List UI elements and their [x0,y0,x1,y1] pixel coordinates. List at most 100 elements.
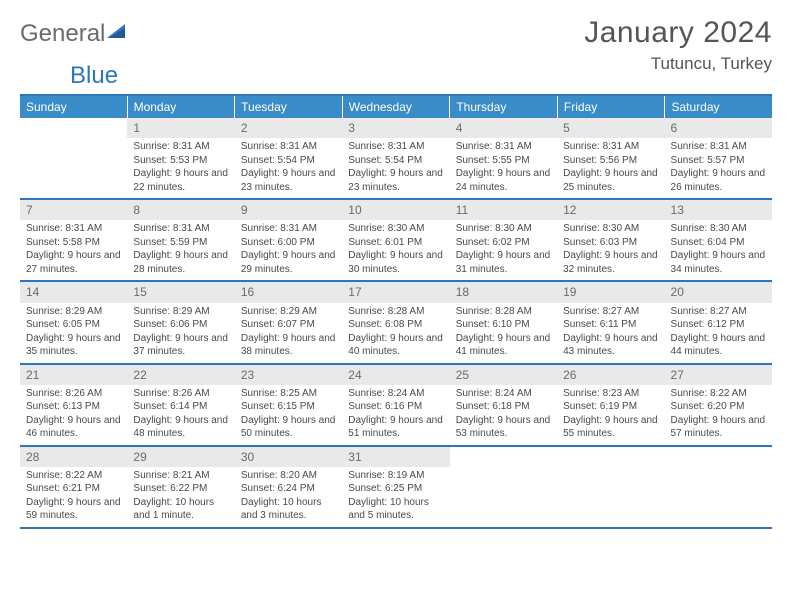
weekday-header: Friday [558,96,666,118]
day-body: Sunrise: 8:23 AMSunset: 6:19 PMDaylight:… [557,385,664,445]
daylight-text: Daylight: 9 hours and 57 minutes. [671,414,766,441]
weekday-header: Sunday [20,96,128,118]
day-cell: 22Sunrise: 8:26 AMSunset: 6:14 PMDayligh… [127,365,234,445]
sunset-text: Sunset: 5:58 PM [26,236,121,250]
day-body: Sunrise: 8:31 AMSunset: 5:57 PMDaylight:… [665,138,772,198]
sunrise-text: Sunrise: 8:30 AM [348,222,443,236]
sunrise-text: Sunrise: 8:21 AM [133,469,228,483]
weekday-header: Monday [128,96,236,118]
day-cell: 14Sunrise: 8:29 AMSunset: 6:05 PMDayligh… [20,282,127,362]
sunset-text: Sunset: 5:55 PM [456,154,551,168]
daylight-text: Daylight: 9 hours and 43 minutes. [563,332,658,359]
day-cell: 20Sunrise: 8:27 AMSunset: 6:12 PMDayligh… [665,282,772,362]
daylight-text: Daylight: 9 hours and 37 minutes. [133,332,228,359]
day-body: Sunrise: 8:25 AMSunset: 6:15 PMDaylight:… [235,385,342,445]
day-cell: 31Sunrise: 8:19 AMSunset: 6:25 PMDayligh… [342,447,449,527]
week-row: 1Sunrise: 8:31 AMSunset: 5:53 PMDaylight… [20,118,772,200]
day-cell: 2Sunrise: 8:31 AMSunset: 5:54 PMDaylight… [235,118,342,198]
day-number: 26 [557,365,664,385]
sunrise-text: Sunrise: 8:22 AM [26,469,121,483]
day-cell: 10Sunrise: 8:30 AMSunset: 6:01 PMDayligh… [342,200,449,280]
sunrise-text: Sunrise: 8:31 AM [241,222,336,236]
daylight-text: Daylight: 9 hours and 28 minutes. [133,249,228,276]
sunset-text: Sunset: 6:16 PM [348,400,443,414]
sunrise-text: Sunrise: 8:20 AM [241,469,336,483]
day-number: 8 [127,200,234,220]
day-cell: 26Sunrise: 8:23 AMSunset: 6:19 PMDayligh… [557,365,664,445]
day-cell: 7Sunrise: 8:31 AMSunset: 5:58 PMDaylight… [20,200,127,280]
day-number: 18 [450,282,557,302]
day-body: Sunrise: 8:28 AMSunset: 6:08 PMDaylight:… [342,303,449,363]
day-cell: 25Sunrise: 8:24 AMSunset: 6:18 PMDayligh… [450,365,557,445]
sunset-text: Sunset: 6:18 PM [456,400,551,414]
day-number: 1 [127,118,234,138]
sunrise-text: Sunrise: 8:29 AM [26,305,121,319]
day-number: 12 [557,200,664,220]
day-cell: 29Sunrise: 8:21 AMSunset: 6:22 PMDayligh… [127,447,234,527]
day-cell: 19Sunrise: 8:27 AMSunset: 6:11 PMDayligh… [557,282,664,362]
sunrise-text: Sunrise: 8:31 AM [563,140,658,154]
day-number: 9 [235,200,342,220]
day-number: 5 [557,118,664,138]
sunrise-text: Sunrise: 8:29 AM [133,305,228,319]
sunrise-text: Sunrise: 8:26 AM [133,387,228,401]
day-body: Sunrise: 8:31 AMSunset: 5:53 PMDaylight:… [127,138,234,198]
day-cell: 21Sunrise: 8:26 AMSunset: 6:13 PMDayligh… [20,365,127,445]
day-number: 23 [235,365,342,385]
day-cell: 8Sunrise: 8:31 AMSunset: 5:59 PMDaylight… [127,200,234,280]
sunset-text: Sunset: 6:11 PM [563,318,658,332]
day-number: 30 [235,447,342,467]
daylight-text: Daylight: 10 hours and 3 minutes. [241,496,336,523]
sunset-text: Sunset: 6:20 PM [671,400,766,414]
day-body: Sunrise: 8:20 AMSunset: 6:24 PMDaylight:… [235,467,342,527]
sunset-text: Sunset: 6:13 PM [26,400,121,414]
day-number: 3 [342,118,449,138]
daylight-text: Daylight: 9 hours and 23 minutes. [348,167,443,194]
sunrise-text: Sunrise: 8:24 AM [456,387,551,401]
daylight-text: Daylight: 9 hours and 30 minutes. [348,249,443,276]
sunset-text: Sunset: 6:15 PM [241,400,336,414]
day-cell: 5Sunrise: 8:31 AMSunset: 5:56 PMDaylight… [557,118,664,198]
day-number [20,118,127,136]
sunrise-text: Sunrise: 8:24 AM [348,387,443,401]
daylight-text: Daylight: 9 hours and 22 minutes. [133,167,228,194]
day-cell: 30Sunrise: 8:20 AMSunset: 6:24 PMDayligh… [235,447,342,527]
day-body: Sunrise: 8:26 AMSunset: 6:13 PMDaylight:… [20,385,127,445]
sunrise-text: Sunrise: 8:30 AM [456,222,551,236]
sunset-text: Sunset: 6:04 PM [671,236,766,250]
logo: General [20,20,129,48]
day-body: Sunrise: 8:28 AMSunset: 6:10 PMDaylight:… [450,303,557,363]
sunset-text: Sunset: 5:54 PM [241,154,336,168]
week-row: 28Sunrise: 8:22 AMSunset: 6:21 PMDayligh… [20,447,772,529]
day-body: Sunrise: 8:30 AMSunset: 6:02 PMDaylight:… [450,220,557,280]
day-body: Sunrise: 8:31 AMSunset: 5:54 PMDaylight:… [235,138,342,198]
day-body: Sunrise: 8:30 AMSunset: 6:01 PMDaylight:… [342,220,449,280]
day-number: 31 [342,447,449,467]
day-number: 7 [20,200,127,220]
sunrise-text: Sunrise: 8:31 AM [671,140,766,154]
day-cell: 3Sunrise: 8:31 AMSunset: 5:54 PMDaylight… [342,118,449,198]
daylight-text: Daylight: 9 hours and 59 minutes. [26,496,121,523]
sunset-text: Sunset: 6:06 PM [133,318,228,332]
day-number: 13 [665,200,772,220]
sunset-text: Sunset: 6:00 PM [241,236,336,250]
sunset-text: Sunset: 5:53 PM [133,154,228,168]
day-body: Sunrise: 8:31 AMSunset: 5:58 PMDaylight:… [20,220,127,280]
day-number [450,447,557,465]
day-body: Sunrise: 8:22 AMSunset: 6:20 PMDaylight:… [665,385,772,445]
day-number: 14 [20,282,127,302]
day-body: Sunrise: 8:19 AMSunset: 6:25 PMDaylight:… [342,467,449,527]
week-row: 7Sunrise: 8:31 AMSunset: 5:58 PMDaylight… [20,200,772,282]
sunset-text: Sunset: 6:21 PM [26,482,121,496]
daylight-text: Daylight: 9 hours and 46 minutes. [26,414,121,441]
day-cell: 17Sunrise: 8:28 AMSunset: 6:08 PMDayligh… [342,282,449,362]
sunset-text: Sunset: 5:59 PM [133,236,228,250]
day-body: Sunrise: 8:30 AMSunset: 6:04 PMDaylight:… [665,220,772,280]
day-number: 17 [342,282,449,302]
calendar-page: General January 2024 Tutuncu, Turkey Blu… [0,0,792,545]
day-number: 24 [342,365,449,385]
triangle-icon [107,20,127,47]
day-number: 29 [127,447,234,467]
day-cell: 18Sunrise: 8:28 AMSunset: 6:10 PMDayligh… [450,282,557,362]
sunrise-text: Sunrise: 8:29 AM [241,305,336,319]
